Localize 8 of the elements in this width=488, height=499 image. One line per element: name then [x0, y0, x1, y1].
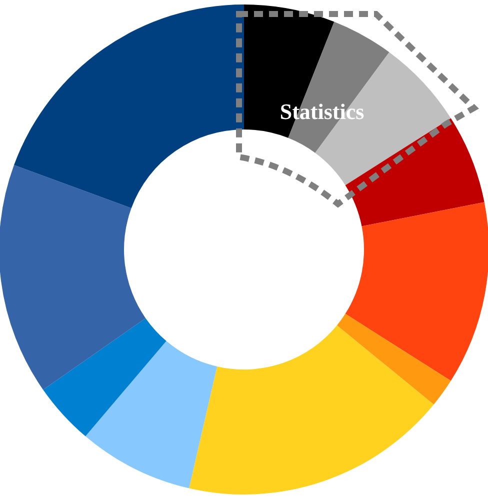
donut-slice — [189, 325, 434, 494]
donut-slice — [345, 118, 484, 226]
donut-slice — [0, 165, 146, 390]
donut-slice — [345, 202, 488, 381]
donut-slice — [14, 4, 244, 208]
donut-slice — [85, 340, 218, 488]
donut-slice — [336, 314, 451, 404]
donut-slice — [43, 318, 166, 436]
